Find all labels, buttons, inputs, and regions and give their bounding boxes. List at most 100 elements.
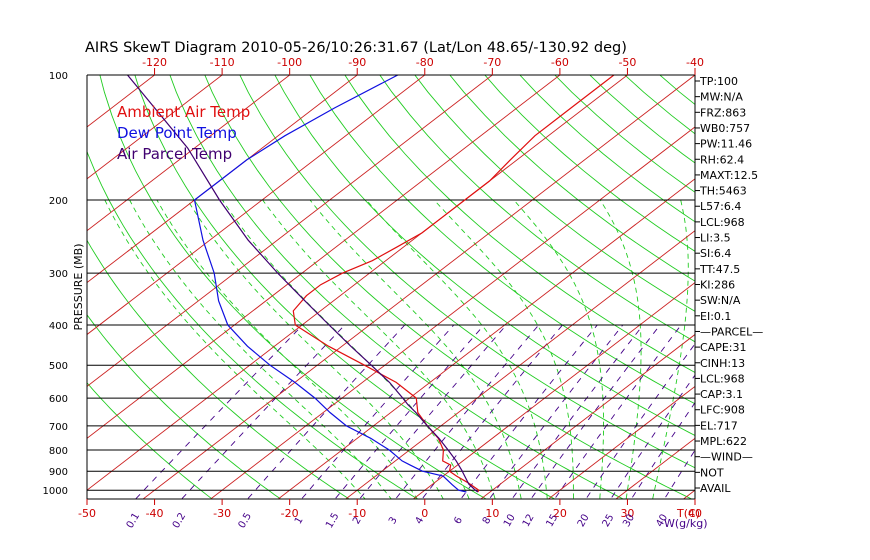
bottom-tick-label: 20 <box>553 507 567 520</box>
moist-adiabat-line <box>366 199 548 499</box>
mixing-ratio-labels: 0.1 0.2 0.5 1 1.5 2 3 4 6 8 10 12 15 20 25 30 40 <box>125 511 670 530</box>
legend-entry: Air Parcel Temp <box>117 145 232 163</box>
pressure-tick-label: 500 <box>49 361 68 372</box>
mixing-ratio-lines <box>134 324 695 499</box>
mixing-ratio-line <box>630 401 695 499</box>
isotherm-line <box>87 75 494 387</box>
plot-frame <box>86 74 696 500</box>
bottom-tick-label: -30 <box>213 507 231 520</box>
index-label: —PARCEL— <box>700 325 763 338</box>
isotherm-line <box>87 75 358 284</box>
y-axis-label: PRESSURE (MB) <box>72 244 85 331</box>
index-label: SW:N/A <box>700 294 741 307</box>
top-tick-label: -120 <box>142 56 167 69</box>
index-label: LI:3.5 <box>700 232 731 245</box>
pressure-tick-label: 400 <box>49 321 68 332</box>
pressure-tick-label: 1000 <box>43 486 68 497</box>
mixing-ratio-line <box>585 343 695 499</box>
mixing-ratio-line <box>359 324 507 499</box>
mixing-ratio-label: 1 <box>293 515 306 526</box>
bottom-tick-label: -10 <box>348 507 366 520</box>
moist-adiabat-line <box>262 199 496 499</box>
top-tick-label: -60 <box>551 56 569 69</box>
index-label: TP:100 <box>699 75 738 88</box>
index-label: MPL:622 <box>700 435 747 448</box>
top-temperature-ticks: -120 -110 -100 -90 -80 -70 -60 -50 -40 <box>142 56 704 75</box>
legend: Ambient Air Temp Dew Point Temp Air Parcel… <box>117 103 250 163</box>
index-label: FRZ:863 <box>700 106 746 119</box>
dry-adiabat-line <box>414 75 695 312</box>
index-label: CAP:3.1 <box>700 388 743 401</box>
moist-adiabat-line <box>129 199 392 499</box>
legend-entry: Dew Point Temp <box>117 124 237 142</box>
index-label: CAPE:31 <box>700 341 747 354</box>
chart-title: AIRS SkewT Diagram 2010-05-26/10:26:31.6… <box>85 40 627 56</box>
pressure-tick-label: 600 <box>49 394 68 405</box>
dry-adiabat-line <box>169 75 625 499</box>
moist-adiabat-line <box>156 199 418 499</box>
index-label: L57:6.4 <box>700 200 741 213</box>
mixing-ratio-label: 8 <box>481 515 494 526</box>
index-label: NOT <box>700 466 724 479</box>
index-label: PW:11.46 <box>700 138 752 151</box>
isotherm-line <box>142 75 695 499</box>
isotherm-line <box>87 75 629 491</box>
index-label: LCL:968 <box>700 216 745 229</box>
moist-adiabat-line <box>652 199 689 499</box>
dry-adiabat-line <box>484 75 695 252</box>
stability-indices: TP:100 MW:N/A FRZ:863 WB0:757 PW:11.46 RH:62.… <box>695 75 763 495</box>
index-label: WB0:757 <box>700 122 750 135</box>
isotherm-line <box>87 75 561 439</box>
pressure-tick-label: 200 <box>49 196 68 207</box>
bottom-tick-label: 30 <box>620 507 634 520</box>
top-tick-label: -70 <box>483 56 501 69</box>
dry-adiabat-line <box>87 382 213 499</box>
bottom-tick-label: 40 <box>688 507 702 520</box>
moist-adiabat-line <box>309 199 522 499</box>
ambient-temp-line <box>292 75 615 493</box>
mixing-ratio-line <box>334 324 485 499</box>
index-label: TT:47.5 <box>699 263 740 276</box>
index-label: EL:717 <box>700 419 738 432</box>
top-tick-label: -90 <box>348 56 366 69</box>
isotherms <box>87 75 695 499</box>
dry-adiabat-line <box>87 239 350 499</box>
isotherm-line <box>547 385 695 499</box>
dry-adiabat-line <box>99 75 487 499</box>
isotherm-line <box>87 75 291 232</box>
pressure-tick-label: 900 <box>49 467 68 478</box>
mixing-ratio-line <box>395 324 540 499</box>
dry-adiabat-line <box>449 75 695 282</box>
pressure-tick-label: 700 <box>49 422 68 433</box>
mixing-ratio-line <box>554 324 682 499</box>
mixing-ratio-line <box>530 324 661 499</box>
pressure-tick-label: 300 <box>49 269 68 280</box>
bottom-tick-label: -50 <box>78 507 96 520</box>
moist-adiabat-line <box>599 199 642 499</box>
sounding-series <box>127 75 615 493</box>
mixing-ratio-label: 2 <box>351 515 364 526</box>
mixing-ratio-unit: W(g/kg) <box>664 517 708 530</box>
top-tick-label: -110 <box>210 56 235 69</box>
dry-adiabat-line <box>274 75 695 437</box>
bottom-tick-label: -20 <box>281 507 299 520</box>
index-label: AVAIL <box>700 482 731 495</box>
isotherm-line <box>480 333 695 499</box>
isotherm-line <box>345 230 695 499</box>
parcel-temp-line <box>127 75 479 493</box>
top-tick-label: -80 <box>416 56 434 69</box>
mixing-ratio-line <box>488 324 624 499</box>
mixing-ratio-label: 3 <box>387 515 400 526</box>
isotherm-line <box>209 126 695 499</box>
index-label: RH:62.4 <box>700 153 744 166</box>
dewpoint-temp-line <box>193 75 467 493</box>
moist-adiabat-line <box>513 199 604 499</box>
moist-adiabat-line <box>433 199 574 499</box>
mixing-ratio-line <box>300 324 455 499</box>
bottom-axis-unit: T(C) <box>676 507 700 520</box>
top-tick-label: -40 <box>686 56 704 69</box>
index-label: MW:N/A <box>700 91 743 104</box>
index-label: LCL:968 <box>700 372 745 385</box>
bottom-tick-label: 10 <box>485 507 499 520</box>
